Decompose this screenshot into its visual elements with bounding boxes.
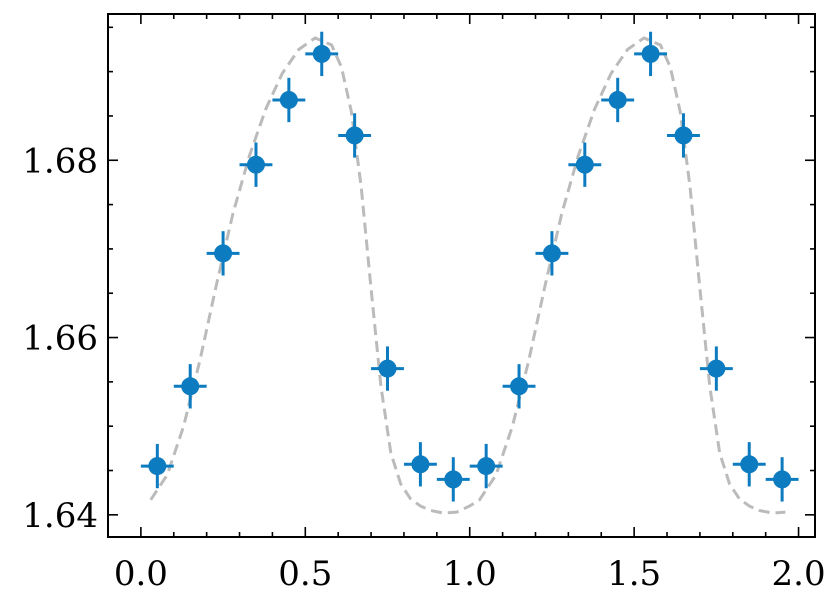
data-point	[338, 113, 372, 158]
data-point	[634, 31, 668, 77]
data-point	[239, 142, 273, 187]
x-tick-label: 0.0	[114, 554, 168, 594]
plot-frame	[107, 13, 816, 538]
model-curve	[149, 36, 786, 515]
y-tick-label: 1.66	[22, 319, 98, 359]
data-point	[272, 77, 306, 123]
data-marker	[312, 44, 331, 63]
data-point	[699, 346, 733, 391]
data-marker	[773, 470, 792, 489]
data-marker	[246, 155, 265, 174]
data-marker	[444, 470, 463, 489]
data-marker	[608, 90, 627, 109]
major-ticks	[108, 14, 815, 537]
data-marker	[378, 359, 397, 378]
data-marker	[542, 244, 561, 263]
x-tick-labels: 0.0 0.5 1.0 1.5 2.0	[114, 554, 826, 594]
minor-ticks	[107, 14, 815, 537]
data-point	[403, 442, 437, 487]
data-marker	[510, 377, 529, 396]
data-point	[173, 364, 207, 409]
data-point	[765, 457, 799, 502]
x-tick-label: 0.5	[278, 554, 332, 594]
data-point	[502, 364, 536, 409]
x-tick-label: 2.0	[772, 554, 826, 594]
x-tick-label: 1.0	[443, 554, 497, 594]
data-marker	[575, 155, 594, 174]
data-marker	[148, 457, 167, 476]
y-tick-labels: 1.64 1.66 1.68	[22, 141, 98, 536]
data-marker	[279, 90, 298, 109]
data-marker	[740, 455, 759, 474]
data-marker	[674, 126, 693, 145]
data-point	[140, 443, 174, 489]
y-tick-label: 1.68	[22, 141, 98, 181]
data-point	[568, 142, 602, 187]
data-marker	[181, 377, 200, 396]
data-marker	[214, 244, 233, 263]
data-marker	[345, 126, 364, 145]
data-point	[305, 31, 339, 77]
fit-curve-layer	[149, 36, 786, 515]
data-marker	[641, 44, 660, 63]
data-marker	[477, 457, 496, 476]
data-point	[667, 113, 700, 158]
data-point	[371, 346, 404, 391]
data-point	[732, 442, 766, 487]
x-tick-label: 1.5	[607, 554, 661, 594]
data-point	[206, 231, 240, 276]
data-marker	[707, 359, 726, 378]
data-points-layer	[140, 31, 799, 502]
data-marker	[411, 455, 430, 474]
data-point	[469, 443, 503, 489]
y-tick-label: 1.64	[22, 496, 98, 536]
data-point	[535, 231, 569, 276]
data-point	[436, 457, 470, 502]
data-point	[601, 77, 635, 123]
